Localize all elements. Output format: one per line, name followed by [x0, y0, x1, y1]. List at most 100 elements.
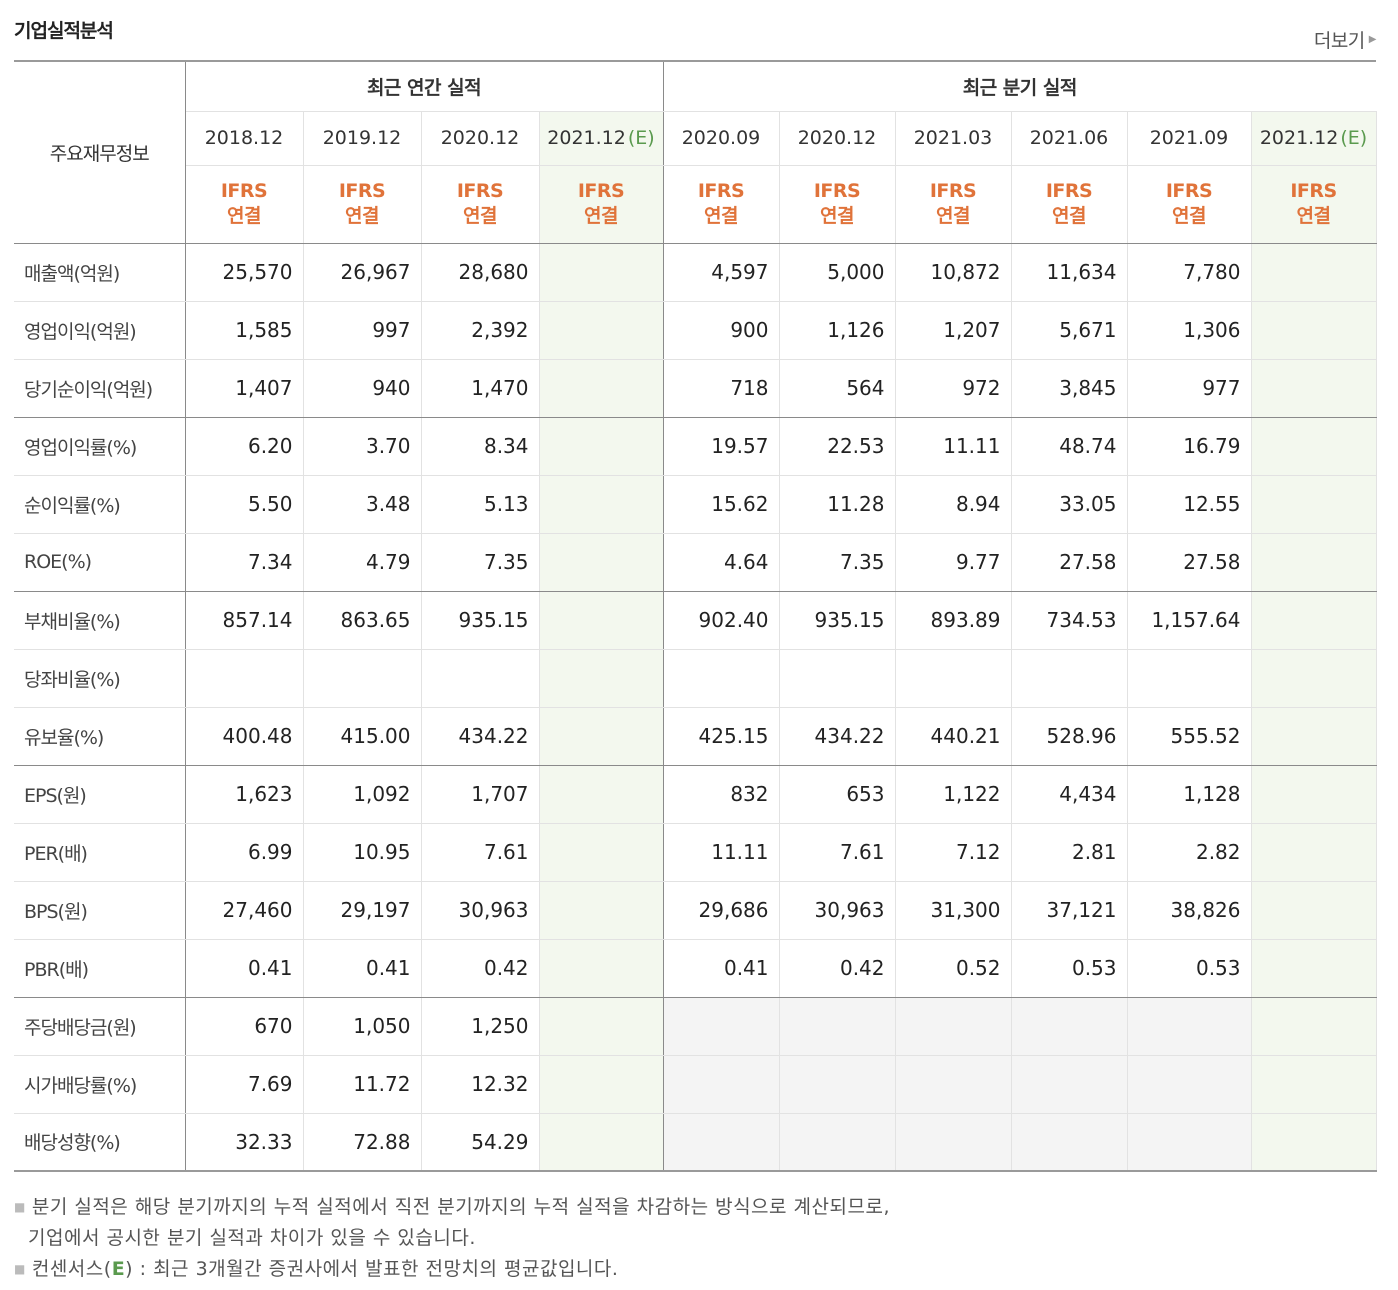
row-label: 유보율(%)	[14, 707, 186, 766]
value-cell: 893.89	[895, 591, 1012, 650]
value-cell: 7.34	[185, 533, 304, 592]
more-link[interactable]: 더보기 ▶	[1313, 26, 1377, 53]
value-cell: 1,707	[421, 765, 540, 824]
row-label: 부채비율(%)	[14, 591, 186, 650]
value-cell: 12.32	[421, 1055, 540, 1114]
value-cell: 10,872	[895, 243, 1012, 302]
value-cell: 1,092	[303, 765, 422, 824]
value-cell: 48.74	[1011, 417, 1128, 476]
value-cell	[1251, 301, 1377, 360]
value-cell: 5.50	[185, 475, 304, 534]
value-cell: 434.22	[779, 707, 896, 766]
value-cell	[421, 649, 540, 708]
value-cell: 977	[1127, 359, 1252, 418]
ifrs-header: IFRS 연결	[1251, 165, 1377, 244]
table-row: 영업이익(억원) 1,585 997 2,392 900 1,126 1,207 5,671 1…	[14, 301, 1377, 360]
table-row: 당기순이익(억원) 1,407 940 1,470 718 564 972 3,845 977	[14, 359, 1377, 418]
row-label: 영업이익(억원)	[14, 301, 186, 360]
value-cell: 2.81	[1011, 823, 1128, 882]
table-row: 순이익률(%) 5.50 3.48 5.13 15.62 11.28 8.94 33.05 12…	[14, 475, 1377, 534]
footnote-1: ■ 분기 실적은 해당 분기까지의 누적 실적에서 직전 분기까지의 누적 실적을…	[14, 1196, 891, 1218]
value-cell	[1011, 1055, 1128, 1114]
row-label: EPS(원)	[14, 765, 186, 824]
row-label: 시가배당률(%)	[14, 1055, 186, 1114]
value-cell: 902.40	[663, 591, 780, 650]
value-cell: 0.42	[421, 939, 540, 998]
value-cell	[539, 939, 664, 998]
table-row: 유보율(%) 400.48 415.00 434.22 425.15 434.22 440.…	[14, 707, 1377, 766]
ifrs-header: IFRS 연결	[1127, 165, 1252, 244]
value-cell	[895, 1113, 1012, 1171]
value-cell: 27.58	[1011, 533, 1128, 592]
value-cell: 8.94	[895, 475, 1012, 534]
value-cell: 11,634	[1011, 243, 1128, 302]
row-label: PBR(배)	[14, 939, 186, 998]
estimate-mark: (E)	[627, 127, 655, 149]
value-cell	[539, 649, 664, 708]
value-cell	[663, 649, 780, 708]
value-cell: 12.55	[1127, 475, 1252, 534]
value-cell	[1251, 475, 1377, 534]
value-cell: 425.15	[663, 707, 780, 766]
more-label: 더보기	[1313, 30, 1365, 52]
main-financial-label: 주요재무정보	[14, 61, 186, 244]
value-cell: 3.48	[303, 475, 422, 534]
value-cell: 1,585	[185, 301, 304, 360]
value-cell	[1251, 707, 1377, 766]
value-cell	[1251, 533, 1377, 592]
value-cell	[539, 243, 664, 302]
value-cell: 16.79	[1127, 417, 1252, 476]
value-cell: 7.12	[895, 823, 1012, 882]
value-cell: 26,967	[303, 243, 422, 302]
period-header: 2021.12 (E)	[1251, 111, 1377, 166]
row-label: ROE(%)	[14, 533, 186, 592]
value-cell: 29,686	[663, 881, 780, 940]
value-cell	[779, 1113, 896, 1171]
period-header: 2020.09	[663, 111, 780, 166]
value-cell	[1251, 359, 1377, 418]
ifrs-header: IFRS 연결	[539, 165, 664, 244]
table-row: 시가배당률(%) 7.69 11.72 12.32	[14, 1055, 1377, 1114]
value-cell: 0.41	[663, 939, 780, 998]
value-cell: 857.14	[185, 591, 304, 650]
value-cell: 718	[663, 359, 780, 418]
value-cell	[779, 649, 896, 708]
value-cell: 3.70	[303, 417, 422, 476]
value-cell	[539, 823, 664, 882]
table-row: 주당배당금(원) 670 1,050 1,250	[14, 997, 1377, 1056]
value-cell: 10.95	[303, 823, 422, 882]
value-cell: 555.52	[1127, 707, 1252, 766]
value-cell: 564	[779, 359, 896, 418]
value-cell: 38,826	[1127, 881, 1252, 940]
value-cell: 0.52	[895, 939, 1012, 998]
value-cell: 9.77	[895, 533, 1012, 592]
value-cell	[539, 591, 664, 650]
row-label: 순이익률(%)	[14, 475, 186, 534]
value-cell	[1127, 1055, 1252, 1114]
value-cell	[1251, 243, 1377, 302]
value-cell: 863.65	[303, 591, 422, 650]
value-cell: 832	[663, 765, 780, 824]
value-cell	[539, 1055, 664, 1114]
footnotes: ■ 분기 실적은 해당 분기까지의 누적 실적에서 직전 분기까지의 누적 실적을…	[14, 1192, 890, 1285]
bullet-icon: ■	[14, 1262, 26, 1276]
value-cell: 29,197	[303, 881, 422, 940]
ifrs-header: IFRS 연결	[185, 165, 304, 244]
value-cell: 400.48	[185, 707, 304, 766]
value-cell: 11.11	[663, 823, 780, 882]
section-title: 기업실적분석	[14, 20, 114, 42]
value-cell	[539, 475, 664, 534]
table-row: EPS(원) 1,623 1,092 1,707 832 653 1,122 4,434 1,1…	[14, 765, 1377, 824]
value-cell: 27.58	[1127, 533, 1252, 592]
value-cell: 22.53	[779, 417, 896, 476]
estimate-mark: (E)	[1340, 127, 1368, 149]
value-cell: 2,392	[421, 301, 540, 360]
value-cell	[1251, 881, 1377, 940]
value-cell: 0.41	[303, 939, 422, 998]
period-header: 2019.12	[303, 111, 422, 166]
chevron-right-icon: ▶	[1368, 34, 1377, 45]
table-row: 당좌비율(%)	[14, 649, 1377, 708]
value-cell: 1,207	[895, 301, 1012, 360]
row-label: 매출액(억원)	[14, 243, 186, 302]
value-cell: 1,250	[421, 997, 540, 1056]
